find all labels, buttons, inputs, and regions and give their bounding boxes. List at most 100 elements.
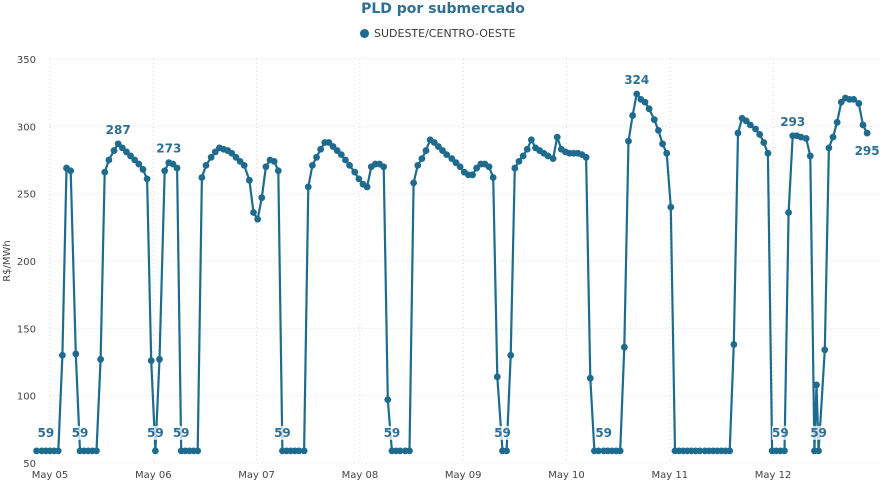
- data-point[interactable]: [355, 175, 363, 183]
- data-point[interactable]: [456, 163, 464, 171]
- data-point[interactable]: [523, 145, 531, 153]
- data-point[interactable]: [422, 147, 430, 154]
- data-point[interactable]: [586, 374, 594, 382]
- data-point[interactable]: [410, 179, 418, 187]
- data-point[interactable]: [544, 152, 552, 160]
- data-point[interactable]: [262, 163, 270, 171]
- data-point[interactable]: [406, 447, 413, 455]
- data-point[interactable]: [797, 133, 805, 141]
- data-point[interactable]: [595, 447, 602, 455]
- data-point[interactable]: [143, 175, 151, 183]
- data-point[interactable]: [380, 163, 388, 171]
- data-point[interactable]: [161, 167, 169, 175]
- data-point[interactable]: [363, 183, 371, 191]
- data-point[interactable]: [173, 164, 181, 172]
- data-point[interactable]: [625, 137, 632, 145]
- data-point[interactable]: [821, 346, 829, 354]
- data-point[interactable]: [337, 151, 345, 159]
- data-point[interactable]: [696, 447, 704, 455]
- data-point[interactable]: [194, 447, 202, 455]
- data-point[interactable]: [582, 153, 590, 161]
- data-point[interactable]: [493, 373, 501, 381]
- data-point[interactable]: [616, 447, 624, 455]
- data-point[interactable]: [67, 167, 75, 175]
- data-point[interactable]: [317, 145, 325, 153]
- data-point[interactable]: [756, 131, 764, 138]
- data-point[interactable]: [752, 125, 759, 133]
- data-point[interactable]: [443, 151, 451, 159]
- data-point[interactable]: [342, 156, 349, 164]
- data-point[interactable]: [93, 447, 100, 455]
- data-point[interactable]: [295, 447, 303, 455]
- data-point[interactable]: [855, 100, 863, 107]
- data-point[interactable]: [274, 167, 282, 175]
- data-point[interactable]: [659, 140, 666, 148]
- legend[interactable]: SUDESTE/CENTRO-OESTE: [360, 27, 516, 40]
- data-point[interactable]: [156, 355, 163, 363]
- data-point[interactable]: [813, 381, 820, 389]
- data-point[interactable]: [351, 168, 359, 176]
- data-point[interactable]: [250, 209, 257, 216]
- data-point[interactable]: [384, 396, 392, 404]
- data-point[interactable]: [726, 447, 734, 455]
- data-point[interactable]: [663, 149, 671, 157]
- data-point[interactable]: [746, 121, 754, 129]
- data-point[interactable]: [54, 447, 62, 455]
- data-point[interactable]: [270, 157, 278, 165]
- data-point[interactable]: [655, 126, 662, 134]
- data-point[interactable]: [549, 155, 557, 163]
- data-point[interactable]: [418, 155, 426, 163]
- data-point[interactable]: [511, 164, 519, 172]
- data-point[interactable]: [72, 350, 80, 358]
- data-point[interactable]: [829, 133, 837, 141]
- data-point[interactable]: [346, 161, 353, 169]
- data-point[interactable]: [469, 171, 476, 179]
- data-point[interactable]: [620, 343, 628, 351]
- data-point[interactable]: [629, 112, 637, 119]
- data-point[interactable]: [734, 129, 742, 137]
- data-point[interactable]: [101, 168, 109, 176]
- data-point[interactable]: [760, 139, 768, 146]
- data-point[interactable]: [110, 147, 118, 154]
- data-point[interactable]: [785, 209, 792, 216]
- data-point[interactable]: [396, 447, 404, 455]
- data-point[interactable]: [633, 90, 641, 98]
- data-point[interactable]: [667, 203, 675, 211]
- data-point[interactable]: [859, 121, 867, 129]
- data-point[interactable]: [806, 152, 814, 160]
- data-point[interactable]: [825, 144, 833, 152]
- data-point[interactable]: [519, 152, 527, 160]
- data-point[interactable]: [645, 105, 653, 113]
- data-point[interactable]: [207, 153, 215, 161]
- data-point[interactable]: [33, 447, 40, 455]
- data-point[interactable]: [147, 357, 155, 365]
- data-point[interactable]: [485, 163, 493, 171]
- data-point[interactable]: [802, 135, 810, 142]
- data-point[interactable]: [202, 161, 210, 169]
- data-point[interactable]: [58, 351, 66, 359]
- data-point[interactable]: [97, 355, 105, 363]
- data-point[interactable]: [850, 96, 858, 103]
- data-point[interactable]: [527, 136, 535, 144]
- data-point[interactable]: [308, 161, 316, 169]
- data-point[interactable]: [863, 129, 871, 137]
- data-point[interactable]: [503, 447, 510, 455]
- data-point[interactable]: [245, 176, 253, 184]
- data-point[interactable]: [515, 157, 523, 165]
- data-point[interactable]: [198, 174, 206, 181]
- data-point[interactable]: [135, 160, 143, 168]
- data-point[interactable]: [240, 161, 248, 169]
- data-point[interactable]: [254, 215, 262, 223]
- data-point[interactable]: [300, 447, 308, 455]
- data-point[interactable]: [139, 166, 147, 173]
- data-point[interactable]: [489, 174, 497, 181]
- data-point[interactable]: [650, 116, 658, 123]
- data-point[interactable]: [414, 161, 422, 169]
- data-point[interactable]: [781, 447, 788, 455]
- data-point[interactable]: [833, 118, 841, 126]
- data-point[interactable]: [507, 351, 515, 359]
- data-point[interactable]: [553, 133, 561, 141]
- data-point[interactable]: [641, 98, 649, 106]
- data-point[interactable]: [730, 341, 738, 348]
- data-point[interactable]: [258, 194, 266, 202]
